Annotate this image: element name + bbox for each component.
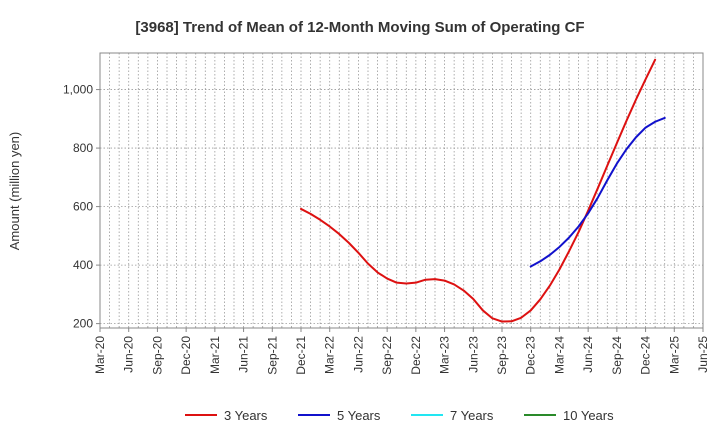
legend-label-10-years: 10 Years xyxy=(563,408,614,423)
legend-label-5-years: 5 Years xyxy=(337,408,381,423)
x-tick-label: Dec-20 xyxy=(179,336,193,375)
legend: 3 Years 5 Years 7 Years 10 Years xyxy=(185,408,614,423)
x-tick-label: Sep-22 xyxy=(380,336,394,375)
x-tick-label: Jun-25 xyxy=(696,336,710,373)
x-tick-label: Mar-23 xyxy=(438,336,452,374)
plot-frame xyxy=(99,52,704,329)
series-line-3-years xyxy=(300,58,657,323)
grid-layer xyxy=(99,53,704,328)
y-tick-layer: 200 400 600 800 1,000 xyxy=(63,83,100,331)
x-tick-label: Mar-20 xyxy=(93,336,107,374)
x-tick-label: Sep-20 xyxy=(150,336,164,375)
series-layer xyxy=(300,58,666,323)
x-tick-label: Mar-24 xyxy=(552,336,566,374)
x-tick-label: Dec-24 xyxy=(639,336,653,375)
x-tick-label: Jun-24 xyxy=(581,336,595,373)
series-line-5-years xyxy=(529,116,666,268)
x-tick-label: Dec-21 xyxy=(294,336,308,375)
y-tick-label: 800 xyxy=(73,141,93,155)
x-tick-label: Mar-22 xyxy=(323,336,337,374)
x-tick-label: Jun-23 xyxy=(466,336,480,373)
x-tick-label: Jun-20 xyxy=(122,336,136,373)
x-tick-label: Sep-23 xyxy=(495,336,509,375)
legend-label-3-years: 3 Years xyxy=(224,408,268,423)
x-tick-label: Dec-23 xyxy=(524,336,538,375)
x-tick-label: Sep-21 xyxy=(265,336,279,375)
y-axis-label: Amount (million yen) xyxy=(7,132,22,251)
y-tick-label: 200 xyxy=(73,317,93,331)
y-tick-label: 600 xyxy=(73,200,93,214)
legend-label-7-years: 7 Years xyxy=(450,408,494,423)
x-tick-label: Dec-22 xyxy=(409,336,423,375)
y-tick-label: 400 xyxy=(73,258,93,272)
x-tick-label: Mar-25 xyxy=(667,336,681,374)
x-tick-label: Jun-21 xyxy=(237,336,251,373)
chart-title: [3968] Trend of Mean of 12-Month Moving … xyxy=(135,19,584,36)
x-tick-label: Jun-22 xyxy=(351,336,365,373)
x-tick-layer: Mar-20 Jun-20 Sep-20 Dec-20 Mar-21 Jun-21 Sep-… xyxy=(93,328,710,375)
x-tick-label: Sep-24 xyxy=(610,336,624,375)
x-tick-label: Mar-21 xyxy=(208,336,222,374)
y-tick-label: 1,000 xyxy=(63,83,93,97)
